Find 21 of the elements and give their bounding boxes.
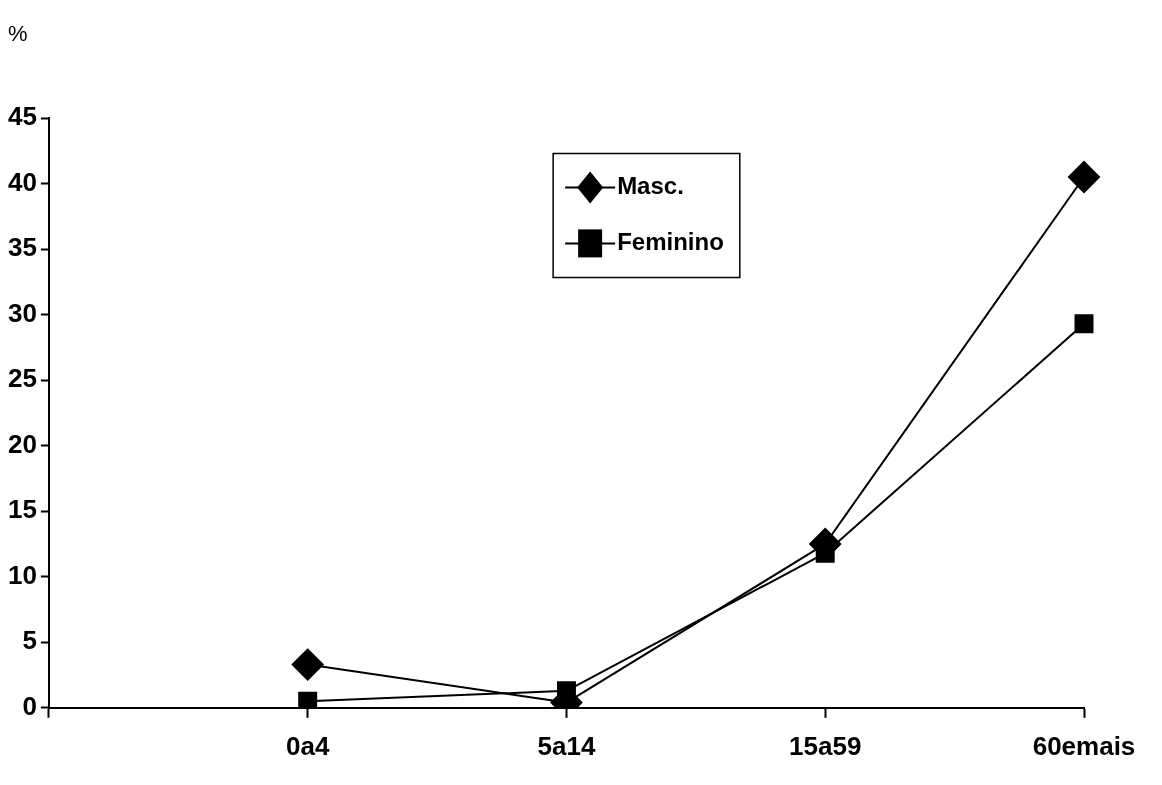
y-tick-label: 30 <box>8 297 37 328</box>
legend-label: Feminino <box>617 228 724 256</box>
legend-label: Masc. <box>617 172 684 200</box>
point <box>1068 160 1100 193</box>
y-tick-label: 45 <box>8 101 37 132</box>
y-tick-label: 35 <box>8 232 37 263</box>
x-tick-label: 0a4 <box>285 730 330 761</box>
y-tick-label: 20 <box>8 428 37 459</box>
point <box>1074 314 1094 334</box>
y-tick-label: 40 <box>8 166 37 197</box>
y-tick-label: 0 <box>22 690 37 721</box>
y-axis-title: % <box>8 21 28 47</box>
x-tick-label: 15a59 <box>789 730 862 761</box>
y-tick-label: 25 <box>8 363 37 394</box>
point <box>298 691 318 708</box>
y-tick-label: 15 <box>8 494 37 525</box>
point <box>291 648 324 681</box>
y-tick-label: 10 <box>8 559 37 590</box>
x-tick-label: 5a14 <box>537 730 596 761</box>
x-tick-label: 60emais <box>1032 730 1136 761</box>
y-tick-label: 5 <box>22 625 37 656</box>
